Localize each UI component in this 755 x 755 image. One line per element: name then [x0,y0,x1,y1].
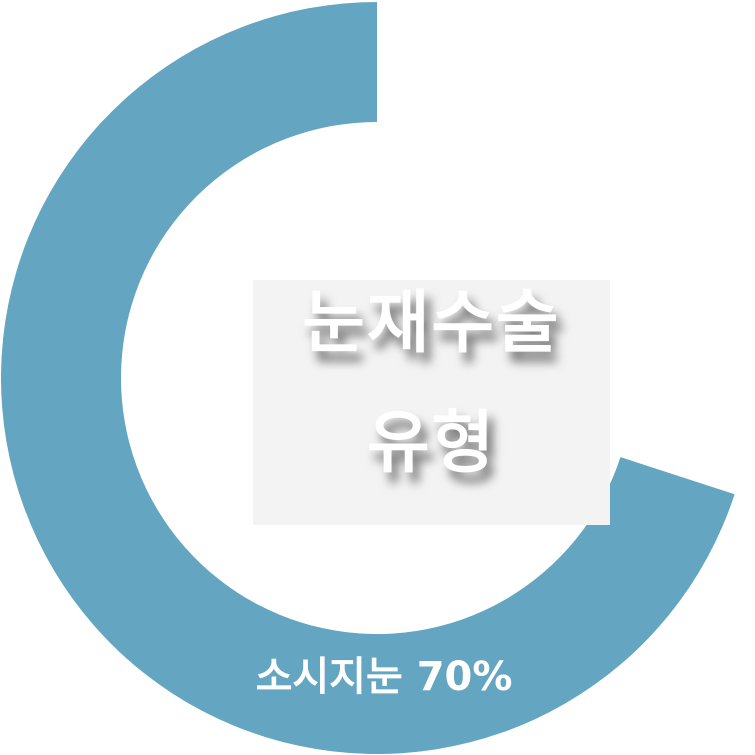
center-title-line-1: 눈재수술 [302,284,561,363]
center-title-line-2: 유형 [366,404,497,483]
center-label-box [253,280,610,525]
slice-data-label: 소시지눈 70% [256,654,513,700]
donut-slice-sausage-eye [1,2,735,754]
